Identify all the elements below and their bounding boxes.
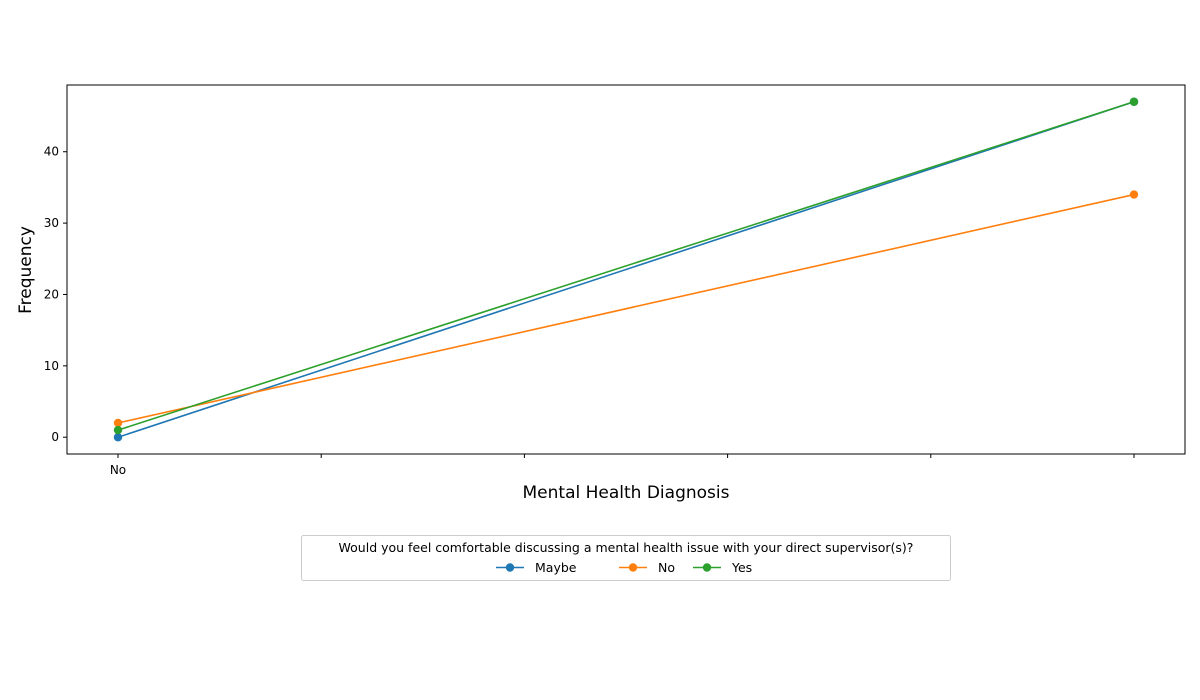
- data-point: [113, 433, 123, 442]
- y-tick-label: 20: [44, 287, 59, 301]
- legend-box: [301, 535, 951, 581]
- series-layer: [113, 97, 1139, 442]
- y-axis-label: Frequency: [16, 226, 36, 314]
- y-tick-label: 0: [51, 430, 59, 444]
- x-axis: No: [110, 454, 1135, 477]
- data-point: [1129, 97, 1139, 106]
- y-axis: 0 10 20 30 40: [44, 145, 67, 444]
- x-tick-label: No: [110, 463, 126, 477]
- legend-label: Yes: [731, 560, 752, 575]
- legend-title: Would you feel comfortable discussing a …: [339, 540, 914, 555]
- series-line: [117, 193, 1135, 424]
- legend-marker: [628, 563, 638, 572]
- legend-entry-yes: Yes: [693, 560, 752, 575]
- series-yes: [113, 97, 1139, 435]
- legend-marker: [702, 563, 712, 572]
- data-point: [1129, 190, 1139, 199]
- series-no: [113, 190, 1139, 428]
- y-tick-label: 40: [44, 145, 59, 159]
- data-point: [113, 418, 123, 428]
- legend-label: Maybe: [535, 560, 577, 575]
- legend: Would you feel comfortable discussing a …: [301, 535, 951, 581]
- y-tick-label: 30: [44, 216, 59, 230]
- legend-label: No: [658, 560, 675, 575]
- series-line: [117, 101, 1135, 431]
- legend-entries: Maybe No Yes: [496, 560, 752, 575]
- legend-entry-no: No: [619, 560, 675, 575]
- data-point: [113, 425, 123, 435]
- legend-marker: [505, 563, 515, 572]
- x-axis-label: Mental Health Diagnosis: [523, 483, 730, 503]
- legend-entry-maybe: Maybe: [496, 560, 577, 575]
- y-tick-label: 10: [44, 359, 59, 373]
- series-line: [117, 101, 1135, 438]
